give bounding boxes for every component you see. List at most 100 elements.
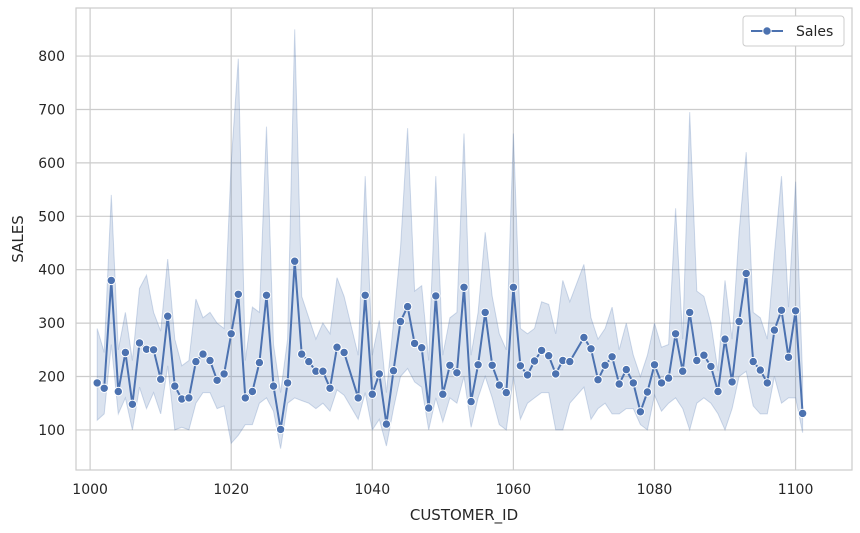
- data-point: [113, 386, 124, 397]
- data-point: [445, 360, 455, 370]
- data-point: [325, 383, 335, 393]
- data-point: [741, 268, 751, 279]
- data-point: [487, 360, 497, 370]
- data-point: [769, 325, 780, 335]
- data-point: [551, 369, 561, 379]
- data-point: [522, 370, 533, 380]
- data-point: [99, 383, 109, 393]
- data-point: [508, 282, 519, 292]
- data-point: [480, 307, 490, 318]
- confidence-band: [96, 29, 804, 449]
- data-point: [395, 316, 406, 327]
- data-point: [233, 289, 244, 299]
- data-point: [614, 379, 624, 389]
- data-point: [381, 419, 392, 429]
- y-tick-label: 800: [38, 49, 65, 65]
- data-point: [424, 403, 434, 413]
- y-tick-label: 400: [38, 263, 65, 279]
- series-markers: [92, 256, 808, 435]
- data-point: [494, 380, 504, 390]
- data-point: [783, 352, 794, 362]
- y-tick-label: 500: [38, 209, 65, 225]
- x-tick-label: 1020: [213, 482, 249, 498]
- series-confidence-band: [96, 29, 804, 449]
- data-point: [692, 355, 702, 366]
- x-tick-label: 1100: [778, 482, 814, 498]
- x-axis-title: CUSTOMER_ID: [410, 506, 518, 525]
- data-point: [790, 306, 801, 316]
- y-tick-label: 300: [38, 316, 65, 332]
- data-point: [565, 356, 575, 367]
- x-tick-labels: 1000 1020 1040 1060 1080 1100: [72, 482, 813, 498]
- data-point: [706, 361, 716, 372]
- data-point: [156, 374, 166, 384]
- data-point: [748, 356, 758, 367]
- plot-background: [76, 8, 852, 470]
- data-point: [593, 375, 603, 385]
- data-point: [120, 347, 131, 358]
- data-point: [417, 343, 427, 353]
- data-point: [163, 311, 173, 321]
- data-point: [586, 344, 596, 354]
- data-point: [92, 378, 102, 388]
- data-point: [127, 399, 138, 409]
- data-point: [762, 378, 772, 388]
- data-point: [699, 350, 709, 360]
- data-point: [431, 291, 441, 301]
- data-point: [353, 393, 363, 403]
- data-point: [678, 366, 688, 376]
- data-point: [536, 345, 547, 356]
- plot-frame: [75, 7, 853, 471]
- data-point: [318, 366, 328, 376]
- data-point: [219, 369, 229, 379]
- data-point: [607, 352, 617, 362]
- y-tick-label: 700: [38, 102, 65, 118]
- data-point: [388, 366, 399, 376]
- data-point: [402, 301, 413, 312]
- data-point: [240, 393, 251, 403]
- data-point: [297, 349, 307, 359]
- data-point: [713, 386, 723, 397]
- data-point: [282, 378, 293, 388]
- data-point: [106, 275, 117, 286]
- data-point: [360, 290, 370, 300]
- data-point: [438, 389, 448, 399]
- data-point: [290, 256, 300, 266]
- data-point: [275, 424, 286, 435]
- data-point: [261, 290, 272, 300]
- legend-marker: [762, 26, 772, 36]
- gridlines: [76, 8, 852, 470]
- data-point: [621, 364, 631, 375]
- data-point: [409, 338, 420, 349]
- data-point: [184, 393, 194, 403]
- data-point: [755, 365, 765, 375]
- data-point: [579, 332, 589, 343]
- y-tick-label: 200: [38, 370, 65, 386]
- y-tick-label: 100: [38, 423, 65, 439]
- x-tick-label: 1000: [72, 482, 108, 498]
- data-point: [720, 334, 730, 344]
- data-point: [529, 356, 540, 366]
- data-point: [452, 368, 462, 378]
- data-point: [628, 378, 638, 388]
- data-point: [304, 356, 314, 367]
- data-point: [134, 338, 145, 348]
- data-point: [544, 351, 554, 361]
- data-point: [797, 408, 808, 419]
- data-point: [170, 381, 180, 391]
- data-point: [642, 387, 653, 397]
- data-point: [501, 387, 511, 398]
- data-point: [198, 349, 208, 359]
- y-axis-title: SALES: [9, 215, 27, 262]
- data-point: [374, 369, 384, 379]
- data-point: [727, 377, 737, 387]
- data-point: [466, 396, 476, 407]
- legend: Sales: [742, 15, 845, 47]
- data-point: [656, 378, 667, 388]
- data-point: [600, 360, 610, 370]
- data-point: [663, 373, 674, 383]
- data-point: [734, 316, 744, 327]
- data-point: [191, 356, 201, 367]
- data-point: [459, 282, 469, 292]
